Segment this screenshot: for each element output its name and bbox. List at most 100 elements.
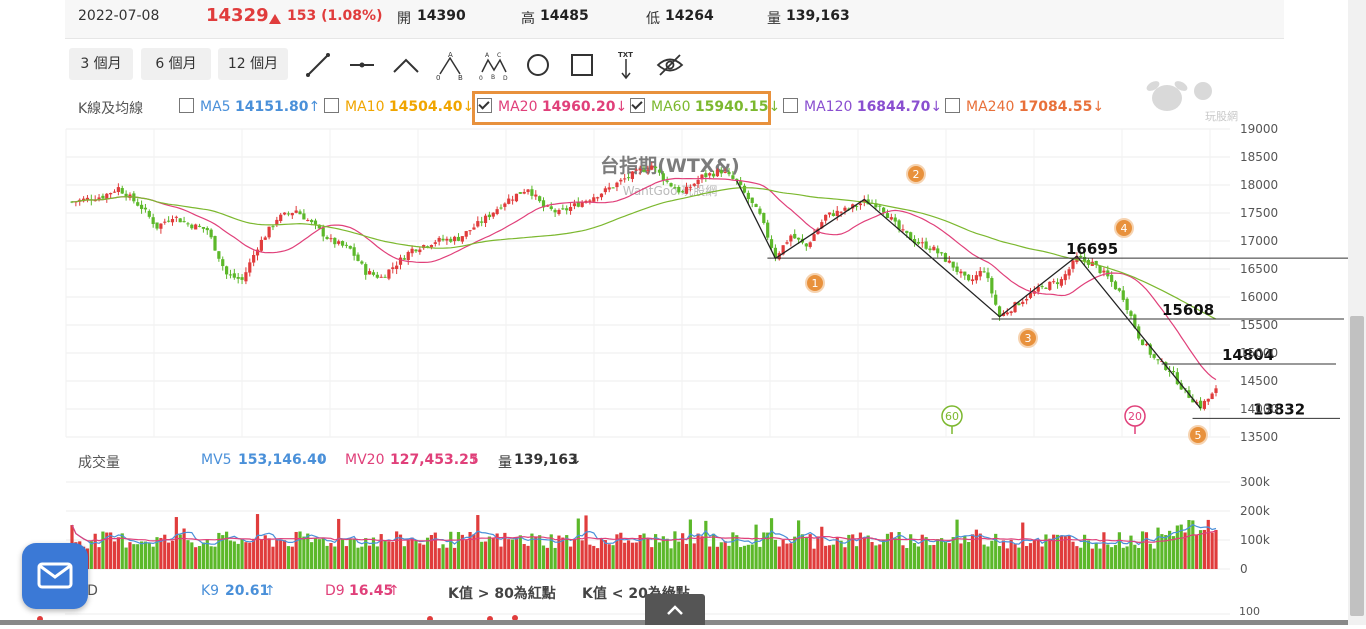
ma-checkbox[interactable] xyxy=(477,98,492,113)
candle-body xyxy=(1059,279,1064,286)
scrollbar-thumb[interactable] xyxy=(1350,316,1364,616)
ma20-toggle[interactable]: MA20 14960.20↓ xyxy=(477,98,627,115)
volume-bar xyxy=(310,542,314,569)
volume-bar xyxy=(835,537,839,569)
volume-bar xyxy=(565,535,569,569)
ma-checkbox[interactable] xyxy=(324,98,339,113)
y-tick-label: 16000 xyxy=(1240,290,1278,304)
candle-body xyxy=(406,252,410,261)
line-tool-icon[interactable] xyxy=(303,50,333,80)
candle-body xyxy=(522,191,526,194)
candle-body xyxy=(85,197,90,200)
range-3m-button[interactable]: 3 個月 xyxy=(69,48,133,80)
candle-body xyxy=(329,238,333,240)
volume-bar xyxy=(1094,543,1098,569)
candle-body xyxy=(221,259,225,267)
candle-body xyxy=(503,203,507,207)
abc-label-b: B xyxy=(458,74,463,80)
volume-bar xyxy=(1191,520,1195,569)
candle-body xyxy=(638,169,642,171)
mail-icon xyxy=(37,562,73,589)
y-tick-label: 14000 xyxy=(1240,402,1278,416)
volume-bar xyxy=(391,541,395,569)
ma-checkbox[interactable] xyxy=(630,98,645,113)
wave-number-badge xyxy=(1018,328,1038,348)
abc-pattern-icon[interactable]: A 0 B xyxy=(435,50,465,82)
range-12m-button[interactable]: 12 個月 xyxy=(218,48,288,80)
circle-icon[interactable] xyxy=(523,50,553,80)
horizontal-line-icon[interactable] xyxy=(347,50,377,80)
volume-bar xyxy=(275,539,279,569)
volume-bar xyxy=(796,520,801,569)
candle-body xyxy=(348,245,352,249)
volume-bar xyxy=(271,546,275,569)
volume-bar xyxy=(719,542,723,569)
candle-body xyxy=(603,188,607,193)
candle-body xyxy=(352,247,356,256)
candle-body xyxy=(487,214,492,218)
y-tick-label: 13500 xyxy=(1240,430,1278,444)
ma-highlight-box xyxy=(472,91,771,125)
low-label: 低 xyxy=(646,11,660,27)
volume-bar xyxy=(1140,531,1145,569)
candle-body xyxy=(1102,270,1106,273)
ma120-toggle[interactable]: MA120 16844.70↓ xyxy=(783,98,942,115)
volume-bar xyxy=(824,545,828,569)
rectangle-icon[interactable] xyxy=(567,50,597,80)
ma-arrow: ↓ xyxy=(615,99,628,115)
hide-eye-icon[interactable] xyxy=(655,50,685,80)
y-tick-label: 18000 xyxy=(1240,178,1278,192)
volume-bar xyxy=(151,546,155,569)
volume-bar xyxy=(994,533,998,569)
candle-body xyxy=(159,223,163,229)
ma10-toggle[interactable]: MA10 14504.40↓ xyxy=(324,98,474,115)
volume-bar xyxy=(352,539,356,569)
candle-body xyxy=(1113,281,1118,290)
candle-body xyxy=(356,254,360,261)
ma-value: 17084.55 xyxy=(1018,99,1093,115)
ma-checkbox[interactable] xyxy=(179,98,194,113)
scroll-top-button[interactable] xyxy=(645,594,705,625)
volume-bar xyxy=(878,544,882,569)
candle-body xyxy=(422,245,426,249)
volume-bar xyxy=(174,517,178,569)
candle-body xyxy=(414,249,418,252)
candle-body xyxy=(344,244,349,246)
ma5-toggle[interactable]: MA5 14151.80↑ xyxy=(179,98,320,115)
contact-mail-button[interactable] xyxy=(22,543,88,609)
volume-bar xyxy=(812,548,816,569)
candle-body xyxy=(727,171,731,175)
volume-bar xyxy=(568,546,573,569)
volume-bar xyxy=(885,533,890,569)
volume-bar xyxy=(990,540,994,569)
text-arrow-icon[interactable]: TXT xyxy=(611,50,641,80)
candle-body xyxy=(518,192,522,194)
mv20-arrow: ↑ xyxy=(468,452,480,468)
candle-body xyxy=(480,221,484,223)
candle-body xyxy=(630,171,635,179)
volume-bar xyxy=(843,547,847,569)
volume-bar xyxy=(1013,544,1017,569)
y-axis: 19000 18500 18000 17500 17000 16500 16000 15500… xyxy=(1240,122,1278,444)
ma-value: 15940.15 xyxy=(694,99,769,115)
volume-bar xyxy=(1052,534,1056,569)
angle-line-icon[interactable] xyxy=(391,50,421,80)
candle-body xyxy=(1001,313,1006,317)
candle-body xyxy=(453,236,457,242)
ma-checkbox[interactable] xyxy=(945,98,960,113)
abcd-label-b: B xyxy=(491,74,495,80)
candle-body xyxy=(646,169,650,171)
abcd-pattern-icon[interactable]: A C 0 B D xyxy=(479,50,509,82)
volume-bar xyxy=(526,545,530,569)
vol-arrow: ↓ xyxy=(570,452,582,468)
volume-bar xyxy=(337,518,341,569)
volume-bar xyxy=(101,531,105,569)
volume-bar xyxy=(205,539,209,569)
ma60-toggle[interactable]: MA60 15940.15↓ xyxy=(630,98,780,115)
range-6m-button[interactable]: 6 個月 xyxy=(141,48,211,80)
volume-bar xyxy=(692,543,696,569)
ma240-toggle[interactable]: MA240 17084.55↓ xyxy=(945,98,1104,115)
candle-body xyxy=(101,195,105,199)
candle-body xyxy=(692,183,696,186)
ma-checkbox[interactable] xyxy=(783,98,798,113)
